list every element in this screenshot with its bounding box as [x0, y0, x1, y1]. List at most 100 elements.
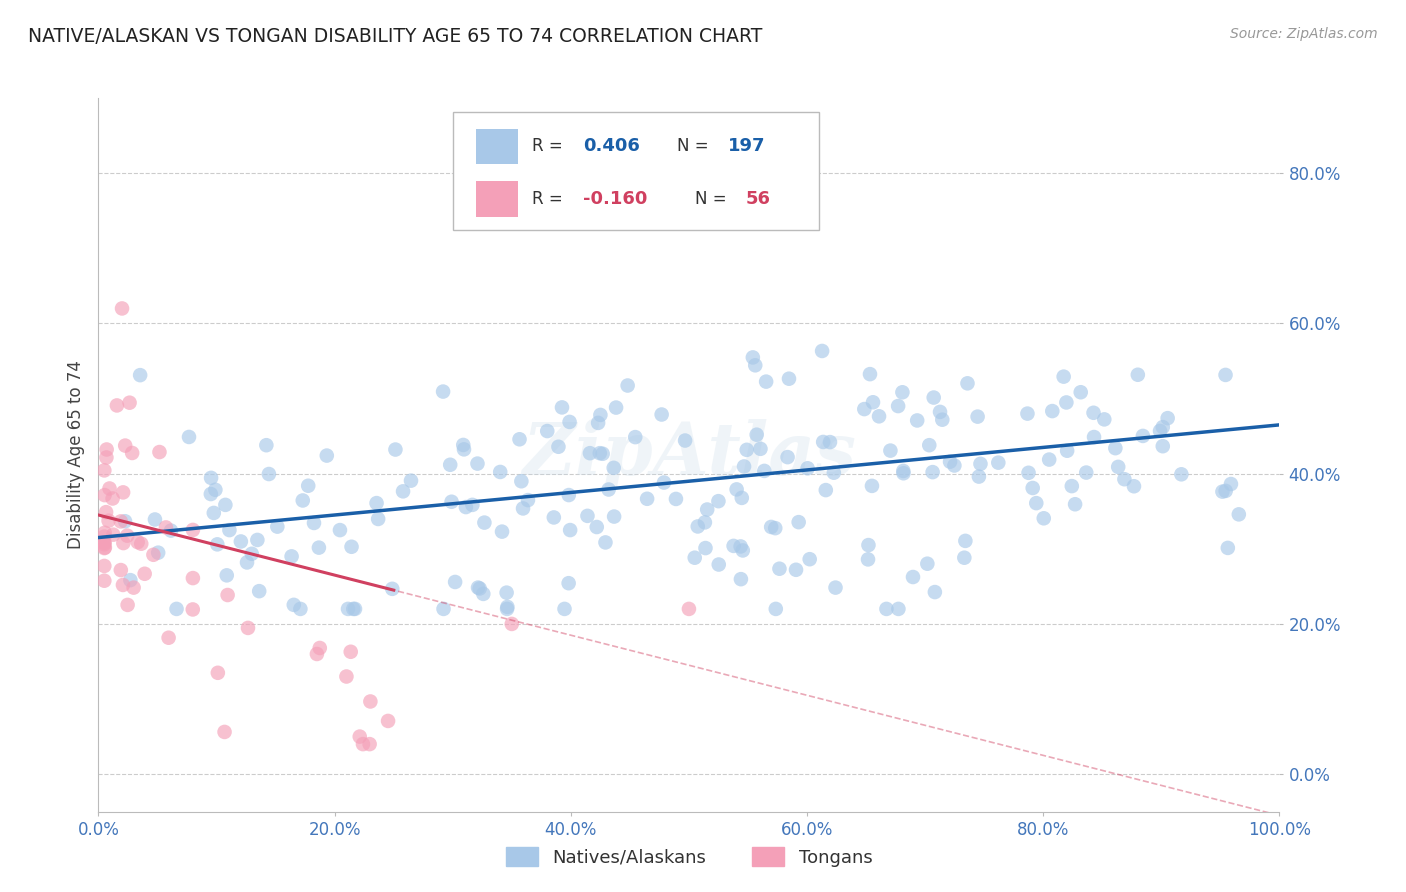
Point — [589, 408, 612, 422]
Point — [731, 543, 754, 558]
Point — [579, 446, 602, 460]
Point — [598, 483, 620, 497]
Point — [266, 519, 288, 533]
Point — [280, 549, 302, 564]
Point — [103, 527, 125, 541]
Point — [551, 401, 574, 415]
Point — [586, 416, 609, 430]
Point — [454, 500, 477, 514]
Point — [1054, 395, 1077, 409]
Point — [342, 602, 364, 616]
Point — [602, 460, 624, 475]
Point — [887, 399, 910, 413]
Point — [818, 435, 841, 450]
Point — [229, 534, 252, 549]
Point — [1092, 412, 1115, 426]
Point — [93, 488, 115, 502]
Point — [868, 409, 890, 424]
Point — [730, 540, 752, 554]
Point — [302, 516, 325, 530]
Point — [678, 602, 700, 616]
Point — [202, 506, 225, 520]
Point — [290, 602, 312, 616]
Point — [1152, 439, 1174, 453]
Point — [744, 359, 766, 373]
Point — [236, 621, 259, 635]
Point — [283, 598, 305, 612]
Point — [879, 443, 901, 458]
Point — [1114, 472, 1136, 486]
Point — [1170, 467, 1192, 482]
Text: R =: R = — [531, 137, 568, 155]
Point — [603, 509, 626, 524]
Point — [496, 602, 519, 616]
Point — [966, 409, 988, 424]
Point — [560, 523, 582, 537]
Point — [129, 537, 152, 551]
Point — [673, 434, 696, 448]
Point — [94, 505, 117, 519]
Point — [665, 491, 688, 506]
Point — [787, 515, 810, 529]
Point — [93, 463, 115, 477]
Point — [257, 467, 280, 481]
Point — [217, 588, 239, 602]
Point — [956, 376, 979, 391]
FancyBboxPatch shape — [453, 112, 818, 230]
Point — [110, 515, 132, 529]
Point — [177, 430, 200, 444]
Point — [93, 541, 115, 555]
Point — [143, 512, 166, 526]
Point — [931, 413, 953, 427]
Point — [114, 514, 136, 528]
Point — [142, 548, 165, 562]
Point — [181, 523, 204, 537]
Point — [181, 602, 204, 616]
Point — [796, 461, 818, 475]
Point — [181, 571, 204, 585]
Point — [1083, 430, 1105, 444]
Point — [501, 616, 523, 631]
Point — [1056, 443, 1078, 458]
Point — [1076, 466, 1098, 480]
Point — [1070, 385, 1092, 400]
Point — [349, 730, 371, 744]
Point — [98, 482, 121, 496]
Point — [329, 523, 352, 537]
Point — [695, 541, 717, 555]
Point — [468, 582, 491, 596]
Point — [776, 450, 799, 464]
Point — [624, 430, 647, 444]
Point — [731, 491, 754, 505]
Point — [93, 535, 115, 549]
Point — [215, 568, 238, 582]
Point — [246, 533, 269, 547]
Point — [496, 599, 519, 614]
Point — [1216, 541, 1239, 555]
Text: Source: ZipAtlas.com: Source: ZipAtlas.com — [1230, 27, 1378, 41]
Point — [247, 584, 270, 599]
Point — [536, 424, 558, 438]
Point — [297, 479, 319, 493]
Point — [118, 395, 141, 409]
Point — [510, 475, 533, 489]
Point — [114, 439, 136, 453]
Point — [929, 405, 952, 419]
Point — [922, 391, 945, 405]
Point — [134, 566, 156, 581]
Text: ZipAtlas: ZipAtlas — [522, 419, 856, 491]
Text: -0.160: -0.160 — [582, 190, 647, 208]
Point — [547, 440, 569, 454]
Point — [166, 602, 188, 616]
Point — [969, 457, 991, 471]
Point — [735, 442, 758, 457]
Point — [337, 602, 360, 616]
Point — [768, 562, 790, 576]
Point — [461, 498, 484, 512]
Point — [1156, 411, 1178, 425]
Point — [200, 487, 222, 501]
Point — [652, 475, 675, 490]
Point — [543, 510, 565, 524]
Point — [811, 343, 834, 358]
Point — [905, 413, 928, 427]
